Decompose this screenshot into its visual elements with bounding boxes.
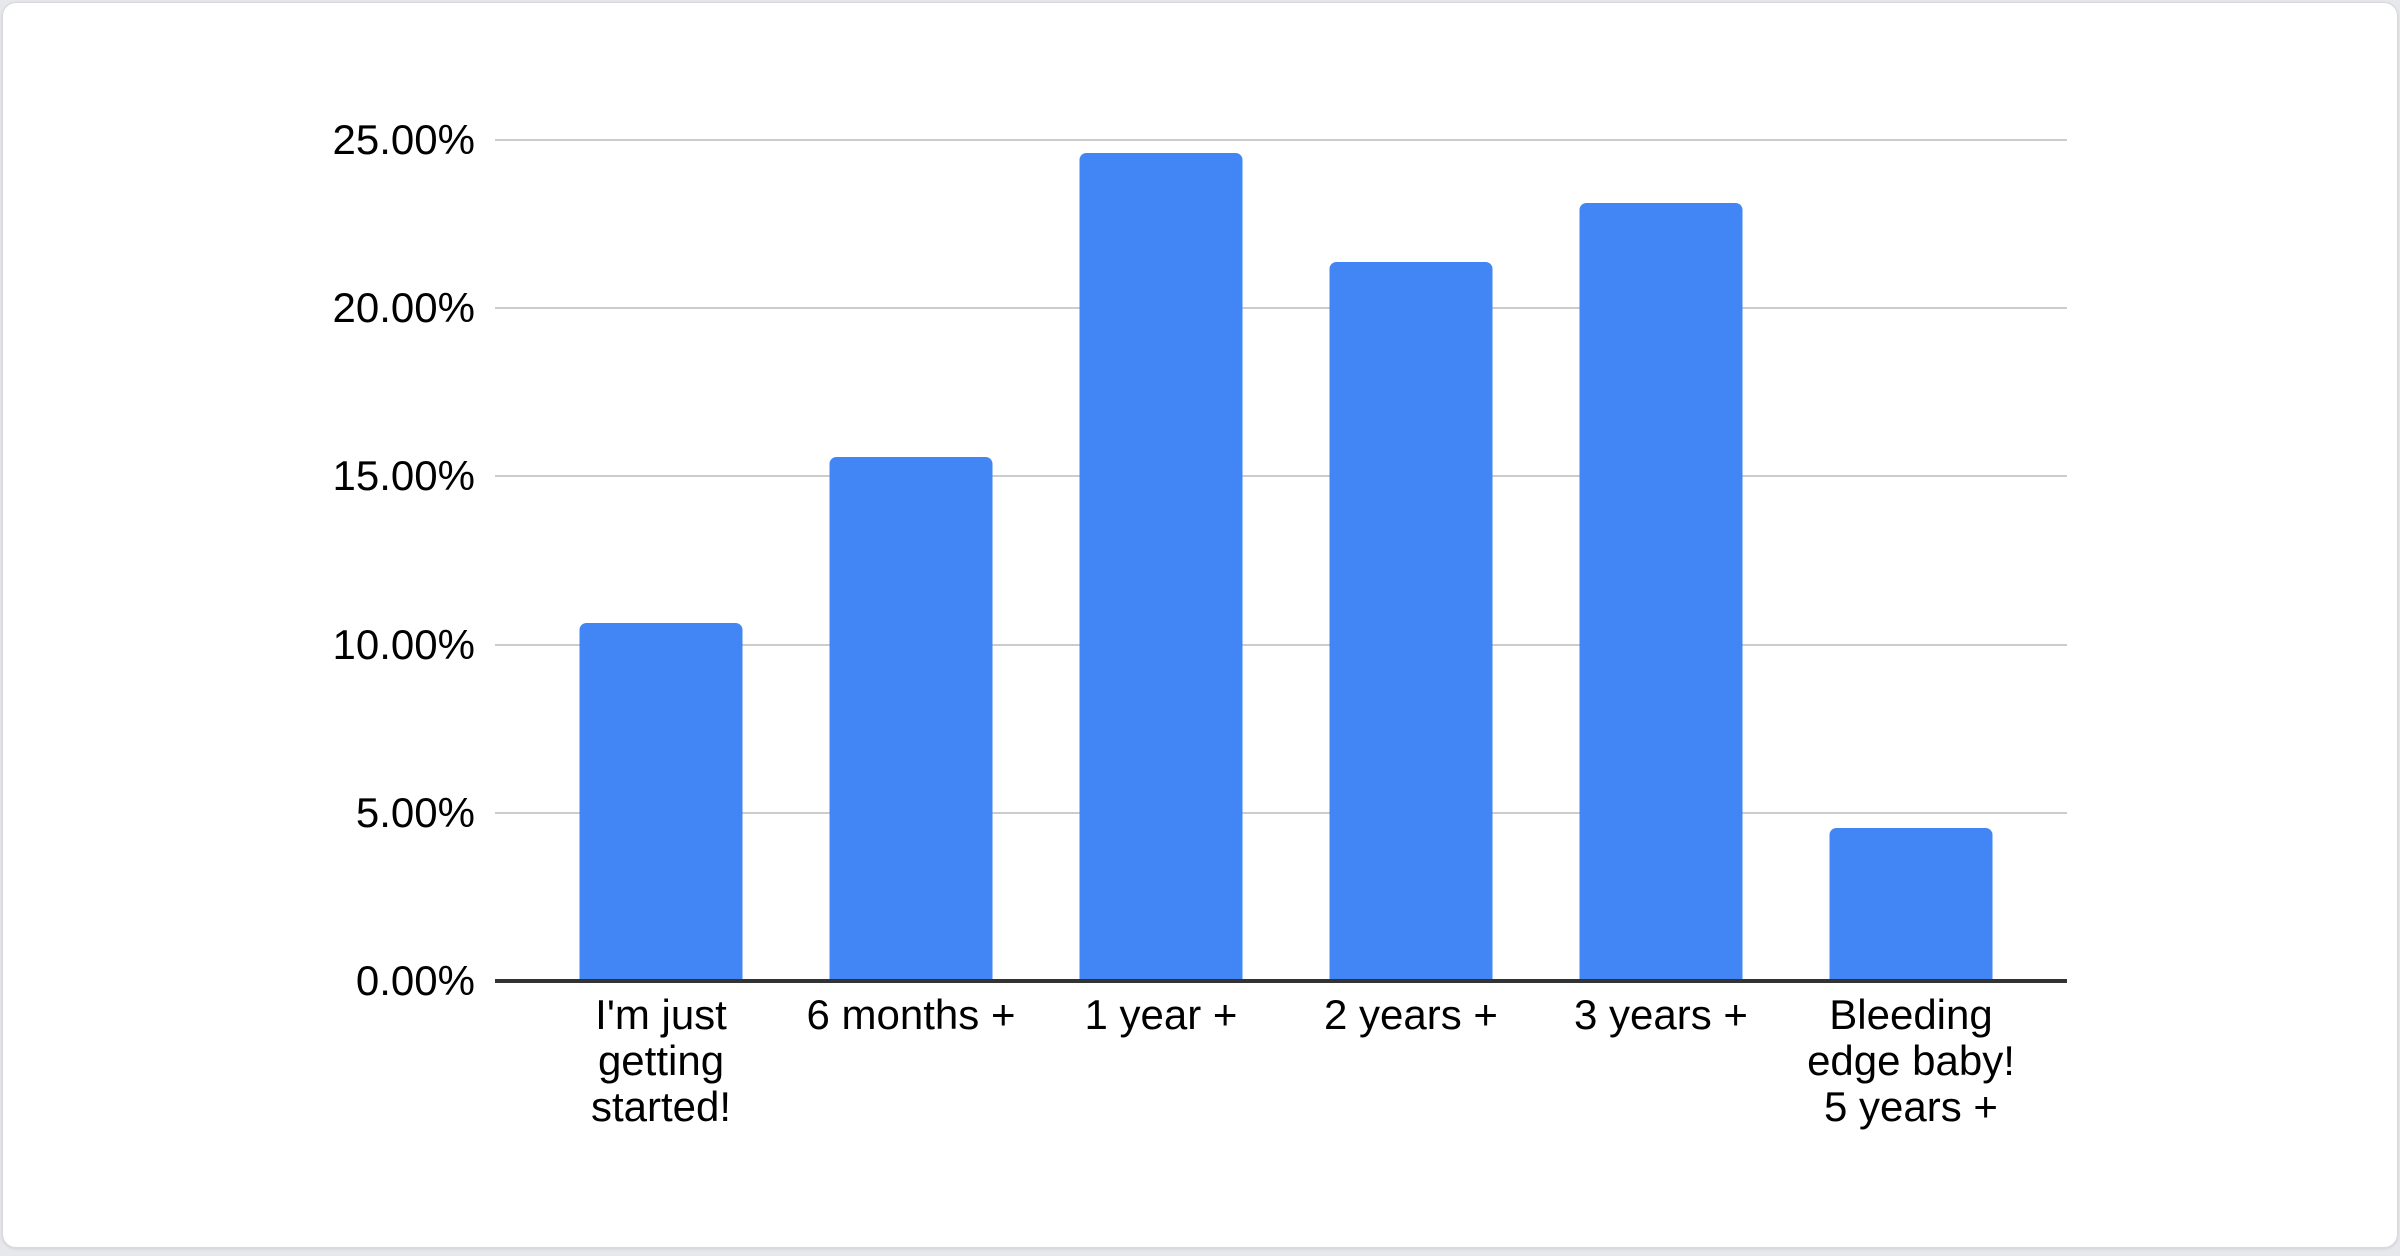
x-axis-category-label: 3 years +	[1574, 991, 1748, 1038]
bar-slot	[1786, 140, 2036, 981]
bar-chart-plot-area	[495, 139, 2067, 983]
x-axis-category-label: Bleeding edge baby! 5 years +	[1807, 991, 2015, 1130]
bar-2[interactable]	[829, 457, 993, 981]
gridline	[495, 643, 2067, 646]
bar-slot	[536, 140, 786, 981]
bar-slot	[1286, 140, 1536, 981]
bar-slot	[1536, 140, 1786, 981]
bar-3[interactable]	[1079, 153, 1243, 981]
bar-6[interactable]	[1829, 828, 1993, 981]
bar-5[interactable]	[1579, 203, 1743, 981]
y-axis-tick-label: 25.00%	[332, 116, 475, 163]
bar-slot	[1036, 140, 1286, 981]
gridline	[495, 475, 2067, 478]
x-axis-category-label: 1 year +	[1084, 991, 1238, 1038]
bar-slot	[786, 140, 1036, 981]
x-axis-category-label: I'm just getting started!	[590, 991, 732, 1130]
x-axis-category-label: 6 months +	[806, 991, 1016, 1038]
bar-series	[536, 140, 2036, 981]
y-axis-tick-label: 0.00%	[355, 957, 475, 1004]
y-axis-tick-label: 10.00%	[332, 620, 475, 668]
y-axis-tick-label: 20.00%	[332, 284, 475, 332]
bar-4[interactable]	[1329, 262, 1493, 981]
bar-1[interactable]	[579, 623, 743, 981]
x-axis-category-label: 2 years +	[1324, 991, 1498, 1038]
y-axis-tick-label: 5.00%	[355, 788, 475, 836]
y-axis-tick-label: 15.00%	[332, 452, 475, 500]
gridline	[495, 307, 2067, 310]
gridline	[495, 811, 2067, 814]
x-axis-baseline	[495, 979, 2067, 983]
gridline	[495, 139, 2067, 141]
